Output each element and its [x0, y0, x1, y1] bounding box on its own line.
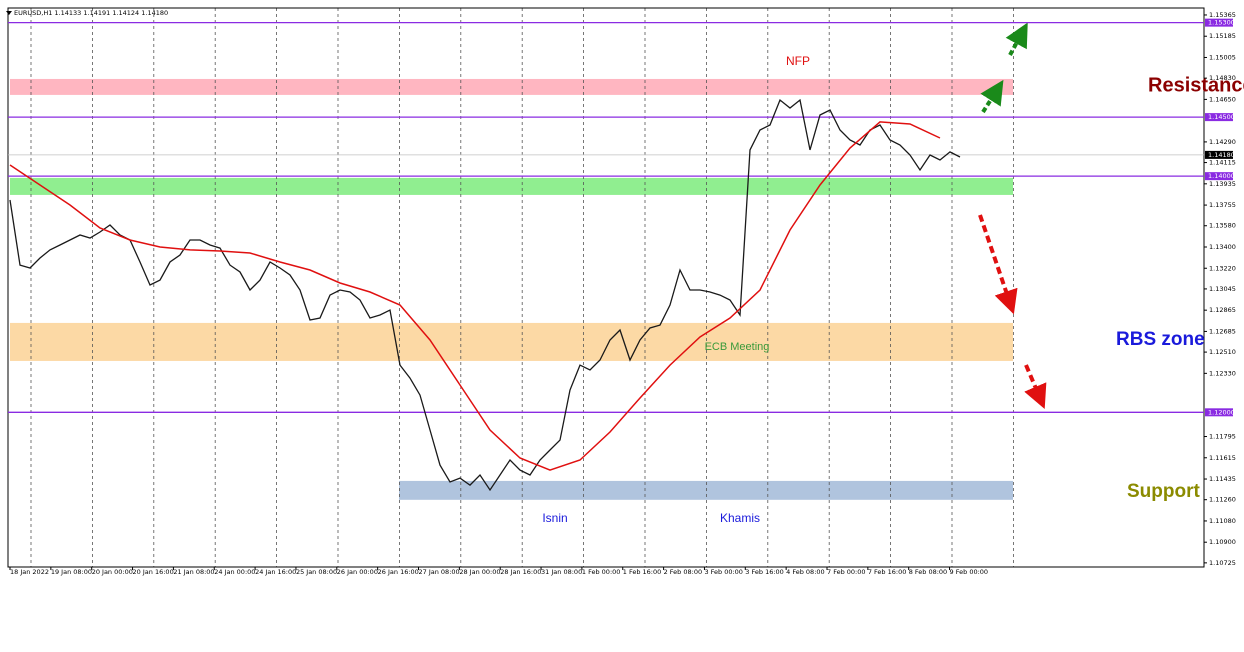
y-tick-label: 1.11080 — [1209, 517, 1236, 525]
annotation: RBS zone — [1116, 329, 1205, 350]
x-tick-label: 3 Feb 16:00 — [745, 568, 784, 576]
x-tick-label: 2 Feb 08:00 — [664, 568, 703, 576]
annotation: Support — [1127, 481, 1200, 502]
zone — [10, 322, 1013, 361]
x-tick-label: 20 Jan 00:00 — [92, 568, 133, 576]
y-tick-label: 1.14115 — [1209, 159, 1236, 167]
y-tick-label: 1.15185 — [1209, 32, 1236, 40]
y-tick-label: 1.11435 — [1209, 475, 1236, 483]
y-tick-label: 1.12510 — [1209, 348, 1236, 356]
annotation: Resistance — [1148, 74, 1244, 96]
level-label: 1.12000 — [1208, 408, 1235, 416]
x-tick-label: 24 Jan 16:00 — [255, 568, 296, 576]
x-tick-label: 26 Jan 00:00 — [337, 568, 378, 576]
level-label-box — [1205, 113, 1233, 122]
y-tick-label: 1.11795 — [1209, 433, 1236, 441]
y-tick-label: 1.13045 — [1209, 285, 1236, 293]
x-tick-label: 1 Feb 16:00 — [623, 568, 662, 576]
y-tick-label: 1.13755 — [1209, 201, 1236, 209]
x-tick-label: 20 Jan 16:00 — [133, 568, 174, 576]
x-tick-label: 28 Jan 16:00 — [500, 568, 541, 576]
price-label-box — [1205, 150, 1233, 159]
y-tick-label: 1.11615 — [1209, 454, 1236, 462]
x-tick-label: 26 Jan 16:00 — [378, 568, 419, 576]
x-tick-label: 19 Jan 08:00 — [51, 568, 92, 576]
arrow-up — [980, 79, 1004, 114]
y-tick-label: 1.12865 — [1209, 306, 1236, 314]
y-tick-label: 1.15365 — [1209, 11, 1236, 19]
y-tick-label: 1.15005 — [1209, 53, 1236, 61]
x-tick-label: 21 Jan 08:00 — [173, 568, 214, 576]
x-tick-label: 24 Jan 00:00 — [214, 568, 255, 576]
price-label: 1.14180 — [1208, 151, 1235, 159]
arrow-down — [1024, 364, 1047, 410]
level-label-box — [1205, 172, 1233, 181]
level-label: 1.15300 — [1208, 19, 1235, 27]
level-label: 1.14500 — [1208, 113, 1235, 121]
x-tick-label: 9 Feb 00:00 — [950, 568, 989, 576]
zone — [10, 78, 1013, 95]
annotation: ECB Meeting — [705, 341, 770, 353]
level-label-box — [1205, 18, 1233, 27]
annotation: Khamis — [720, 511, 760, 525]
menu-icon — [6, 11, 12, 15]
annotation: Isnin — [542, 511, 567, 525]
y-tick-label: 1.12685 — [1209, 327, 1236, 335]
chart-title: EURUSD,H1 1.14133 1.14191 1.14124 1.1418… — [14, 9, 168, 17]
x-tick-label: 7 Feb 16:00 — [868, 568, 907, 576]
y-tick-label: 1.13935 — [1209, 180, 1236, 188]
y-tick-label: 1.11260 — [1209, 496, 1236, 504]
y-tick-label: 1.14830 — [1209, 74, 1236, 82]
x-tick-label: 18 Jan 2022 — [10, 568, 49, 576]
y-tick-label: 1.14290 — [1209, 138, 1236, 146]
price-line — [9, 98, 961, 492]
y-tick-label: 1.10725 — [1209, 559, 1236, 567]
y-tick-label: 1.13580 — [1209, 222, 1236, 230]
x-tick-label: 31 Jan 08:00 — [541, 568, 582, 576]
plot-frame — [7, 7, 1205, 568]
annotation: NFP — [786, 54, 810, 68]
x-tick-label: 3 Feb 00:00 — [704, 568, 743, 576]
y-tick-label: 1.12330 — [1209, 369, 1236, 377]
level-label: 1.14000 — [1208, 172, 1235, 180]
x-tick-label: 8 Feb 08:00 — [909, 568, 948, 576]
x-tick-label: 25 Jan 08:00 — [296, 568, 337, 576]
x-tick-label: 27 Jan 08:00 — [419, 568, 460, 576]
x-tick-label: 1 Feb 00:00 — [582, 568, 621, 576]
arrow-down — [978, 214, 1018, 315]
x-tick-label: 7 Feb 00:00 — [827, 568, 866, 576]
level-label-box — [1205, 408, 1233, 417]
zone — [10, 177, 1013, 195]
x-tick-label: 28 Jan 00:00 — [459, 568, 500, 576]
y-tick-label: 1.10900 — [1209, 538, 1236, 546]
y-tick-label: 1.13400 — [1209, 243, 1236, 251]
arrow-up — [1005, 22, 1028, 56]
y-tick-label: 1.14650 — [1209, 95, 1236, 103]
moving-average — [9, 121, 941, 471]
x-tick-label: 4 Feb 08:00 — [786, 568, 825, 576]
y-tick-label: 1.13220 — [1209, 264, 1236, 272]
